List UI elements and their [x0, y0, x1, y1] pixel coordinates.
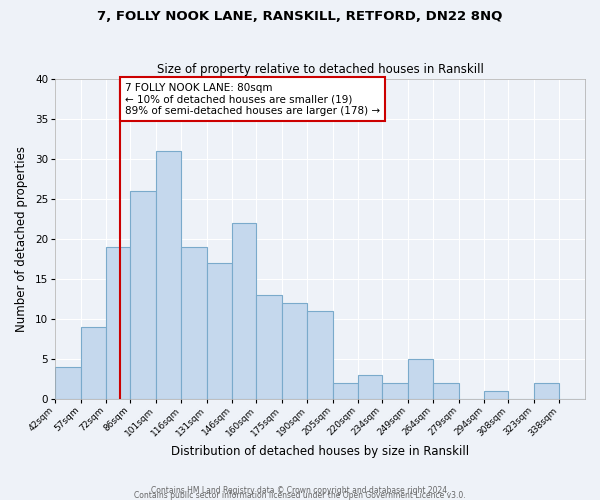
- Bar: [282, 302, 307, 398]
- Bar: [55, 366, 80, 398]
- Bar: [333, 382, 358, 398]
- Bar: [382, 382, 408, 398]
- Bar: [80, 326, 106, 398]
- X-axis label: Distribution of detached houses by size in Ranskill: Distribution of detached houses by size …: [171, 444, 469, 458]
- Bar: [181, 246, 207, 398]
- Bar: [433, 382, 459, 398]
- Bar: [484, 390, 508, 398]
- Bar: [232, 222, 256, 398]
- Text: Contains public sector information licensed under the Open Government Licence v3: Contains public sector information licen…: [134, 491, 466, 500]
- Bar: [534, 382, 559, 398]
- Bar: [130, 190, 155, 398]
- Bar: [408, 358, 433, 399]
- Text: Contains HM Land Registry data © Crown copyright and database right 2024.: Contains HM Land Registry data © Crown c…: [151, 486, 449, 495]
- Bar: [207, 262, 232, 398]
- Bar: [358, 374, 382, 398]
- Text: 7 FOLLY NOOK LANE: 80sqm
← 10% of detached houses are smaller (19)
89% of semi-d: 7 FOLLY NOOK LANE: 80sqm ← 10% of detach…: [125, 82, 380, 116]
- Bar: [256, 294, 282, 399]
- Title: Size of property relative to detached houses in Ranskill: Size of property relative to detached ho…: [157, 63, 484, 76]
- Bar: [307, 310, 333, 398]
- Bar: [155, 150, 181, 398]
- Bar: [106, 246, 130, 398]
- Y-axis label: Number of detached properties: Number of detached properties: [15, 146, 28, 332]
- Text: 7, FOLLY NOOK LANE, RANSKILL, RETFORD, DN22 8NQ: 7, FOLLY NOOK LANE, RANSKILL, RETFORD, D…: [97, 10, 503, 23]
